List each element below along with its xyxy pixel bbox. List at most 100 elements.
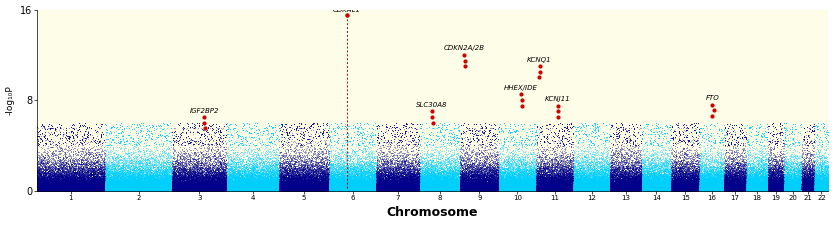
Point xyxy=(576,170,590,174)
Point xyxy=(185,138,198,142)
Point xyxy=(699,163,712,166)
Point xyxy=(284,184,297,188)
Point xyxy=(318,171,331,175)
Point xyxy=(545,157,559,161)
Point xyxy=(272,186,285,189)
Point xyxy=(396,187,409,191)
Point xyxy=(83,187,97,191)
Point xyxy=(539,188,552,191)
Point xyxy=(586,172,600,176)
Point xyxy=(203,189,216,192)
Point xyxy=(183,185,196,189)
Point xyxy=(479,179,492,182)
Point xyxy=(477,186,490,189)
Point xyxy=(392,180,405,183)
Point xyxy=(136,185,149,188)
Point xyxy=(636,167,649,171)
Point xyxy=(335,179,349,183)
Point xyxy=(488,188,501,192)
Point xyxy=(722,183,736,186)
Point xyxy=(558,180,571,184)
Point xyxy=(806,186,819,189)
Point xyxy=(211,171,224,175)
Point xyxy=(562,178,575,181)
Point xyxy=(60,188,73,192)
Point xyxy=(689,183,702,187)
Point xyxy=(647,188,661,191)
Point xyxy=(547,187,560,190)
Point xyxy=(607,184,620,188)
Point xyxy=(334,186,348,189)
Point xyxy=(797,186,811,190)
Point xyxy=(677,174,691,178)
Point xyxy=(348,186,361,189)
Point xyxy=(116,169,129,172)
Point xyxy=(772,188,786,192)
Point xyxy=(580,189,593,192)
Point xyxy=(229,188,242,192)
Point xyxy=(168,182,182,186)
Point xyxy=(651,170,664,174)
Point xyxy=(414,189,427,192)
Point xyxy=(795,184,808,187)
Point xyxy=(264,180,277,183)
Point xyxy=(255,180,269,183)
Point xyxy=(487,180,500,183)
Point xyxy=(580,179,593,182)
Point xyxy=(431,186,445,189)
Point xyxy=(212,188,225,192)
Point xyxy=(475,187,488,191)
Point xyxy=(740,174,753,178)
Point xyxy=(440,187,454,190)
Point xyxy=(487,182,500,186)
Point xyxy=(216,188,229,191)
Point xyxy=(605,187,619,190)
Point xyxy=(712,185,726,189)
Point xyxy=(414,174,427,178)
Point xyxy=(151,184,164,188)
Point xyxy=(339,187,352,191)
Point xyxy=(696,189,710,192)
Point xyxy=(747,184,761,187)
Point xyxy=(406,178,420,181)
Point xyxy=(676,184,690,187)
Point xyxy=(165,173,178,177)
Point xyxy=(313,184,326,188)
Point xyxy=(208,187,222,191)
Point xyxy=(706,186,719,189)
Point xyxy=(239,137,252,140)
Point xyxy=(408,173,421,176)
Point xyxy=(63,188,77,191)
Point xyxy=(348,185,361,188)
Point xyxy=(776,188,790,192)
Point xyxy=(106,174,119,178)
Point xyxy=(734,171,747,175)
Point xyxy=(563,181,576,184)
Point xyxy=(342,188,355,191)
Point xyxy=(673,173,686,177)
Point xyxy=(569,164,582,167)
Point xyxy=(449,184,462,188)
Point xyxy=(495,188,509,191)
Point xyxy=(623,187,636,191)
Point xyxy=(251,185,264,188)
Point xyxy=(188,188,202,191)
Point xyxy=(593,186,606,189)
Point xyxy=(371,187,384,191)
Point xyxy=(658,187,671,191)
Point xyxy=(174,184,188,188)
Point xyxy=(748,182,761,185)
Point xyxy=(596,188,610,191)
Point xyxy=(411,187,425,190)
Point xyxy=(637,187,651,190)
Point xyxy=(359,179,372,182)
Point xyxy=(727,188,741,192)
Point xyxy=(223,186,236,190)
Point xyxy=(527,168,540,171)
Point xyxy=(646,172,660,176)
Point xyxy=(397,188,410,192)
Point xyxy=(745,182,758,185)
Point xyxy=(560,188,574,192)
Point xyxy=(718,187,731,191)
Point xyxy=(275,177,289,181)
